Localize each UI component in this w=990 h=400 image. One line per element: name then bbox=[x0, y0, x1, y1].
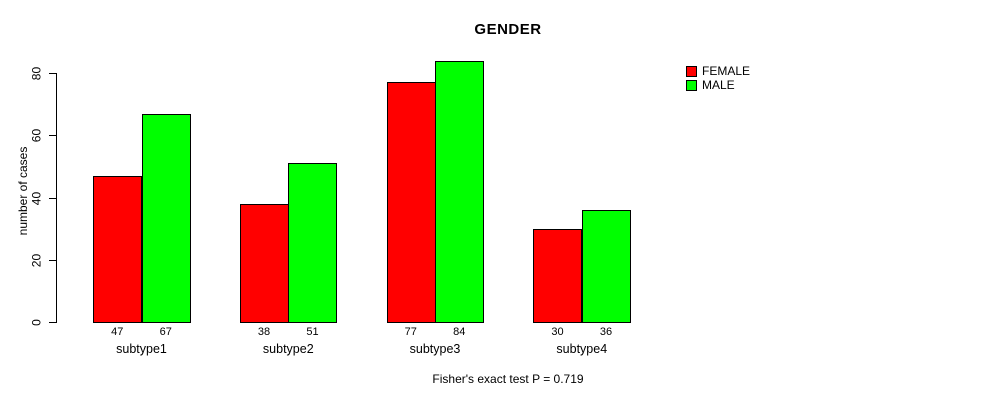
bar-value-label: 84 bbox=[453, 326, 466, 338]
x-category-label: subtype2 bbox=[262, 342, 314, 356]
bar-value-label: 30 bbox=[551, 326, 564, 338]
y-axis-title: number of cases bbox=[16, 146, 30, 236]
bar-value-label: 36 bbox=[599, 326, 613, 338]
y-axis-line bbox=[56, 73, 57, 323]
y-tick-mark bbox=[49, 73, 56, 74]
bar-male-subtype2 bbox=[288, 163, 338, 323]
y-tick-mark bbox=[49, 260, 56, 261]
y-tick-mark bbox=[49, 322, 56, 323]
chart-title: GENDER bbox=[474, 21, 542, 38]
bar-male-subtype3 bbox=[435, 60, 484, 323]
legend-item-female: FEMALE bbox=[686, 64, 750, 78]
y-tick-mark bbox=[49, 198, 56, 199]
y-tick-mark bbox=[49, 135, 56, 136]
y-tick-label: 40 bbox=[29, 191, 44, 206]
female-legend-label: FEMALE bbox=[702, 64, 751, 78]
y-tick-label: 60 bbox=[29, 128, 44, 143]
male-legend-swatch bbox=[686, 79, 697, 91]
annotation-text: Fisher's exact test P = 0.719 bbox=[432, 372, 584, 386]
x-category-label: subtype1 bbox=[116, 342, 167, 356]
bar-value-label: 67 bbox=[159, 326, 172, 338]
y-tick-label: 20 bbox=[29, 253, 44, 268]
y-tick-label: 0 bbox=[29, 319, 44, 326]
y-tick-label: 80 bbox=[29, 66, 44, 81]
legend: FEMALE MALE bbox=[686, 64, 750, 92]
bar-male-subtype4 bbox=[581, 209, 631, 323]
legend-item-male: MALE bbox=[686, 78, 750, 92]
male-legend-label: MALE bbox=[702, 78, 735, 92]
bar-value-label: 77 bbox=[404, 326, 417, 338]
x-category-label: subtype4 bbox=[556, 342, 608, 356]
bar-male-subtype1 bbox=[141, 113, 191, 323]
bar-value-label: 47 bbox=[111, 326, 124, 338]
bar-female-subtype4 bbox=[533, 228, 583, 323]
bar-value-label: 38 bbox=[257, 326, 271, 338]
bar-female-subtype3 bbox=[386, 82, 436, 323]
bar-female-subtype1 bbox=[93, 175, 142, 323]
bar-value-label: 51 bbox=[306, 326, 319, 338]
x-category-label: subtype3 bbox=[409, 342, 461, 356]
female-legend-swatch bbox=[686, 65, 697, 77]
bar-female-subtype2 bbox=[239, 203, 289, 323]
